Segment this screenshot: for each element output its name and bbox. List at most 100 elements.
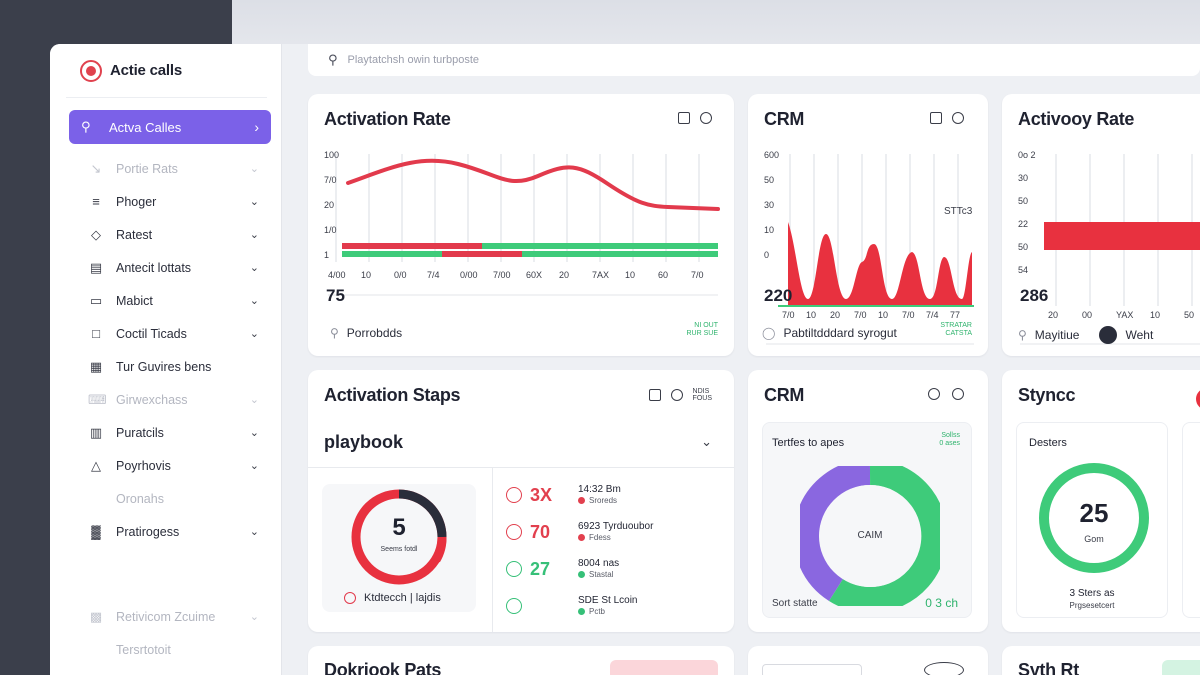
refresh-icon[interactable] (928, 388, 940, 400)
expand-icon[interactable] (648, 389, 661, 401)
chevron-down-icon: ⌄ (249, 262, 259, 274)
action-button[interactable] (610, 660, 718, 675)
bottom-card-right: Syth Rt (1002, 646, 1200, 675)
moon-icon[interactable] (1099, 326, 1118, 344)
x-tick-label: 60X (526, 270, 543, 280)
sidebar-item-label: Portie Rats (116, 161, 178, 176)
step-title: 14:32 Bm (578, 484, 621, 495)
input-field[interactable] (762, 664, 862, 675)
crm-donut-card: CRM Tertfes to apes Sollss 0 ases CAIM S… (748, 370, 988, 632)
sidebar-item[interactable]: ▤ Antecit lottats ⌄ (50, 251, 281, 284)
donut-segment-dark (398, 489, 447, 538)
donut-segment-purple (800, 466, 871, 601)
card-title: CRM (764, 109, 805, 129)
activation-line (346, 158, 720, 211)
step-number: 70 (530, 521, 551, 542)
panel-title: Desters (1029, 437, 1067, 449)
step-icon (506, 487, 522, 503)
y-tick-label: 50 (1018, 196, 1029, 206)
sidebar-item[interactable]: ⌨ Girwexchass ⌄ (50, 383, 281, 416)
y-tick-label: 0 (764, 250, 770, 260)
y-tick-label: 100 (324, 150, 340, 160)
y-tick-label: 22 (1018, 219, 1029, 229)
status-chip[interactable] (1162, 660, 1200, 675)
sidebar-item[interactable]: ○Poral bild⌄ (50, 666, 281, 675)
chevron-down-icon: ⌄ (249, 611, 259, 623)
step-row[interactable]: SDE St Lcoin Pctb (506, 595, 637, 617)
chevron-down-icon: ⌄ (249, 394, 259, 406)
step-icon (506, 598, 522, 614)
sidebar-item[interactable]: Tersrtotoit⌄ (50, 633, 281, 666)
sync-donut (1039, 463, 1149, 573)
y-tick-label: 30 (1018, 173, 1029, 183)
sidebar-item[interactable]: ▓ Pratirogess ⌄ (50, 515, 281, 548)
chevron-down-icon: ⌄ (249, 229, 259, 241)
panel-footer-sub: Prgsesetcert (1069, 601, 1115, 610)
activation-steps-card: Activation Staps NDIS FOUS playbook ⌄ 5 … (308, 370, 734, 632)
status-dot (578, 607, 585, 615)
x-tick-label: 77 (950, 310, 961, 320)
x-tick-label: 10 (625, 270, 636, 280)
sidebar-item[interactable]: ↘ Portie Rats ⌄ (50, 152, 281, 185)
settings-icon[interactable] (670, 389, 683, 401)
step-row[interactable]: 3X 14:32 Bm Sroreds (506, 484, 621, 506)
crm-area (788, 222, 972, 306)
y-tick-label: 50 (1018, 242, 1029, 252)
y-tick-label: 30 (764, 200, 775, 210)
sidebar-item[interactable]: ≡ Phoger ⌄ (50, 185, 281, 218)
activity-rate-chart (1020, 154, 1200, 345)
x-tick-label: 10 (806, 310, 817, 320)
sidebar-item[interactable]: Oronahs⌄ (50, 482, 281, 515)
chart-icon: ▓ (91, 523, 101, 539)
x-tick-label: 7/0 (854, 310, 867, 320)
toggle-icon[interactable] (924, 662, 964, 675)
doc-icon: ≡ (92, 193, 100, 209)
brand-title: Actie calls (110, 62, 183, 79)
step-icon (506, 524, 522, 540)
sidebar-item[interactable]: □ Coctil Ticads ⌄ (50, 317, 281, 350)
keyboard-icon: ⌨ (88, 391, 107, 407)
sidebar-item[interactable]: ▦Tur Guvires bens⌄ (50, 350, 281, 383)
link-icon[interactable] (952, 388, 964, 400)
expand-icon[interactable] (678, 112, 690, 124)
sidebar-item[interactable]: △ Poyrhovis ⌄ (50, 449, 281, 482)
activity-bar (1044, 222, 1200, 250)
crm-chart (766, 154, 974, 345)
sidebar-item-label: Tur Guvires bens (116, 359, 212, 374)
playbook-select[interactable]: playbook (324, 432, 404, 452)
x-tick-label: 7/0 (782, 310, 795, 320)
step-row[interactable]: 70 6923 Tyrduoubor Fdess (506, 521, 653, 543)
sidebar-item-active-calls[interactable]: ⚲ Actva Calles › (69, 110, 271, 144)
x-tick-label: 00 (1082, 310, 1093, 320)
x-tick-label: 7/0 (691, 270, 704, 280)
monitor-icon: ▭ (89, 292, 103, 308)
metric-value: 220 (764, 286, 793, 305)
sidebar-item[interactable]: ▭ Mabict ⌄ (50, 284, 281, 317)
step-title: SDE St Lcoin (578, 595, 638, 606)
step-sub: Fdess (589, 533, 611, 542)
menu-icon[interactable] (700, 112, 712, 124)
chevron-down-icon[interactable]: ⌄ (701, 434, 712, 449)
search-bar[interactable]: ⚲ Playtatchsh owin turbposte (308, 44, 1200, 76)
sync-card: Styncc Desters 25 Gom 3 Sters as Prgsese… (1002, 370, 1200, 632)
step-row[interactable]: 27 8004 nas Stastal (506, 558, 619, 580)
sync-panel-secondary (1182, 422, 1200, 618)
bar-red-short (442, 251, 522, 257)
card-footer: ⚲ Porrobdds (330, 326, 402, 340)
footer-label-left: Mayitiue (1034, 328, 1080, 342)
status-badge: NI OUT RUR SUE (686, 322, 718, 337)
calendar-icon: ▤ (89, 259, 103, 275)
sidebar-item[interactable]: ◇ Ratest ⌄ (50, 218, 281, 251)
grid-icon: ▩ (89, 608, 103, 624)
sidebar-item[interactable]: ▥ Puratcils ⌄ (50, 416, 281, 449)
step-sub: Pctb (589, 607, 606, 616)
footer-label: Porrobdds (346, 326, 403, 340)
panel-badge: Sollss 0 ases (939, 432, 960, 447)
menu-icon[interactable] (952, 112, 964, 124)
avatar[interactable] (1196, 388, 1200, 410)
card-footer: ◯ Pabtiltdddard syrogut (762, 326, 897, 340)
x-tick-label: 20 (559, 270, 570, 280)
step-sub: Sroreds (589, 496, 618, 505)
expand-icon[interactable] (930, 112, 942, 124)
sidebar-item[interactable]: ▩ Retivicom Zcuime ⌄ (50, 600, 281, 633)
